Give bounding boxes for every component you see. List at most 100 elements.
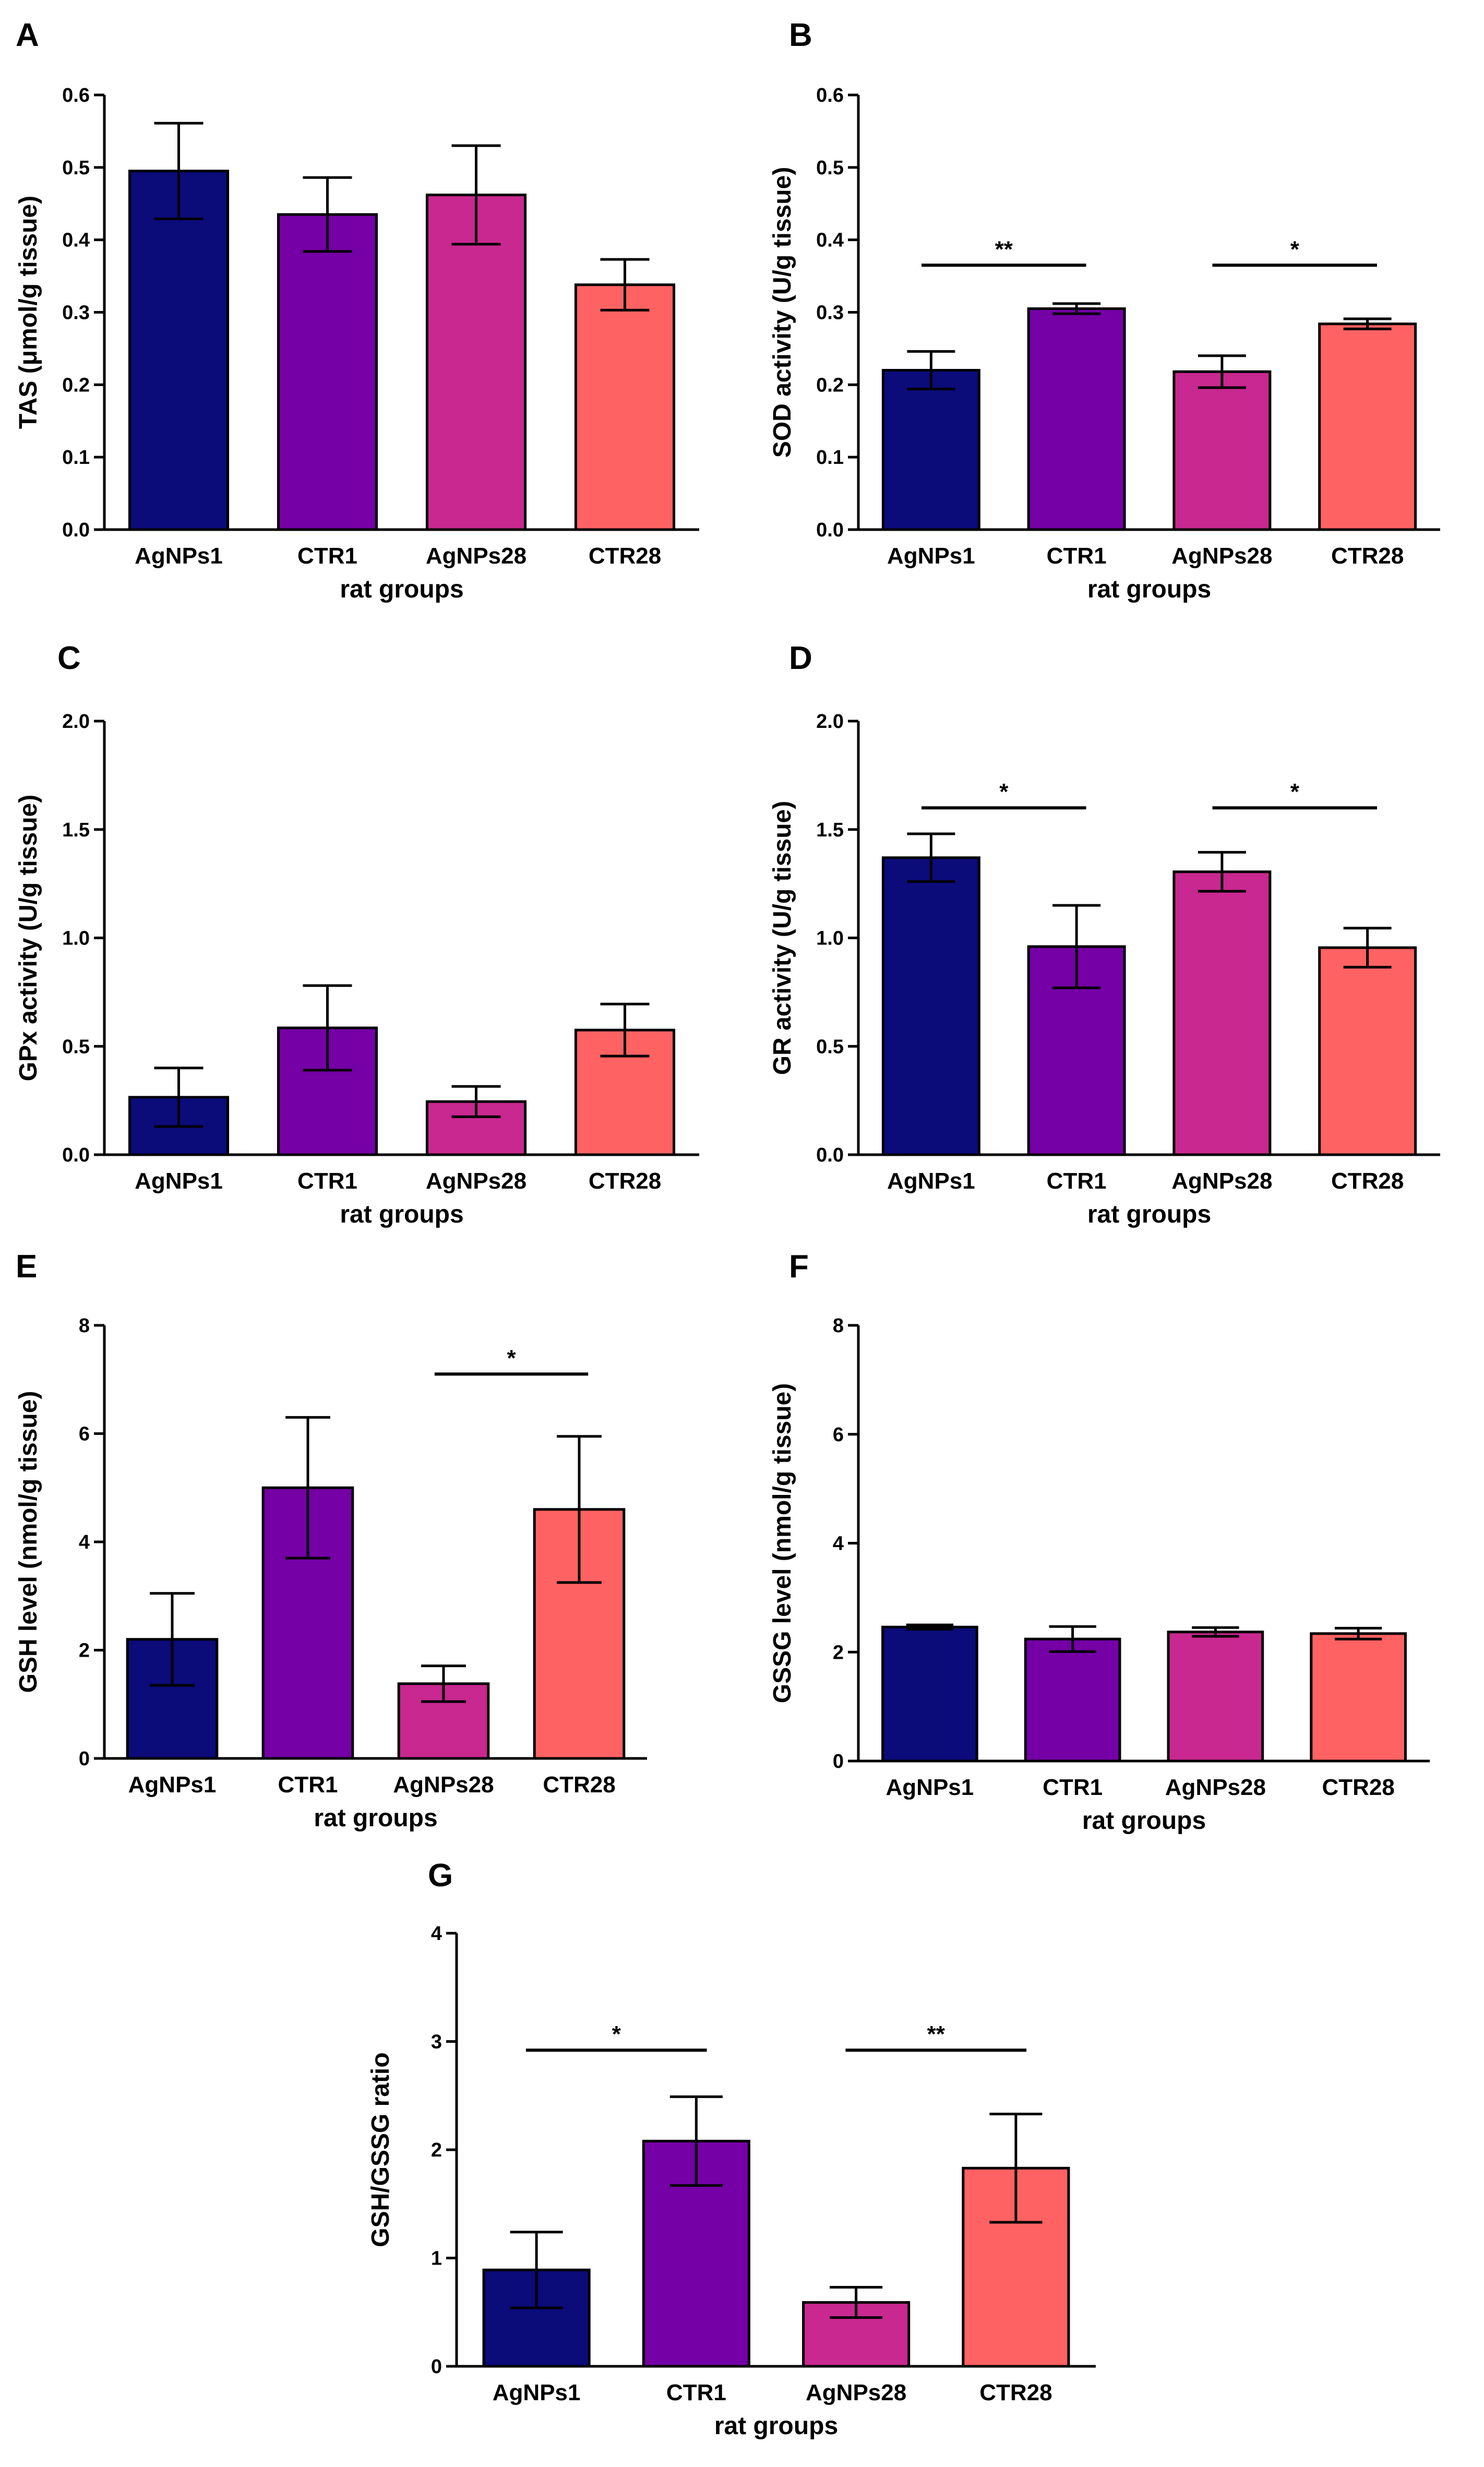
x-tick-label: CTR28: [589, 543, 661, 569]
x-tick-label: AgNPs28: [426, 1168, 526, 1194]
panel-d: D 0.0 0.5 1.0 1.5 2.0 GR activity (U/g tissue)…: [769, 640, 1440, 1228]
bar-ctr1: [277, 213, 378, 531]
panel-letter: G: [428, 1858, 453, 1894]
panel-letter: A: [16, 17, 39, 53]
y-tick-label: 1.5: [816, 819, 844, 841]
y-tick-label: 1.5: [62, 819, 90, 841]
y-tick-label: 0.5: [62, 157, 90, 179]
significance-label: *: [1290, 779, 1300, 805]
y-tick-label: 1: [431, 2248, 442, 2270]
x-axis-title: rat groups: [1087, 576, 1211, 603]
y-tick-label: 0: [431, 2356, 442, 2378]
significance-label: **: [995, 236, 1013, 262]
significance-label: *: [1290, 236, 1300, 262]
y-tick-label: 0.5: [62, 1036, 90, 1058]
panel-letter: E: [16, 1249, 37, 1285]
y-tick-label: 0.0: [816, 519, 844, 541]
y-tick-label: 0.4: [816, 230, 844, 252]
bar-agnps1: [881, 369, 980, 531]
panel-c: C 0.0 0.5 1.0 1.5 2.0 GPx activity (U/g tissue…: [15, 640, 699, 1228]
panel-a: A 0.0 0.1 0.2 0.3 0.4 0.5 0.6 TAS (μmol/g tissue…: [15, 17, 699, 603]
x-tick-label: CTR28: [979, 2380, 1052, 2405]
y-tick-label: 2.0: [62, 711, 90, 733]
y-axis-title: GR activity (U/g tissue): [769, 801, 796, 1075]
panel-e: E 0 2 4 6 8 GSH level (nmol/g tissue) AgNPs1 CTR…: [15, 1249, 647, 1832]
x-axis-title: rat groups: [314, 1804, 437, 1832]
x-tick-label: CTR1: [297, 543, 357, 569]
x-tick-label: CTR28: [1331, 1168, 1404, 1194]
y-tick-label: 4: [833, 1533, 844, 1555]
x-tick-label: CTR28: [589, 1168, 661, 1194]
x-tick-label: AgNPs1: [128, 1772, 217, 1798]
y-tick-label: 0.0: [816, 1144, 844, 1166]
x-tick-label: CTR1: [666, 2380, 726, 2405]
y-tick-label: 0.6: [816, 85, 844, 106]
y-tick-label: 2: [833, 1642, 844, 1663]
y-tick-label: 2.0: [816, 711, 844, 733]
y-tick-label: 4: [431, 1923, 442, 1945]
bar-agnps1: [881, 1625, 978, 1763]
x-tick-label: CTR1: [297, 1168, 357, 1194]
y-tick-label: 1.0: [62, 928, 90, 950]
x-tick-label: AgNPs1: [493, 2380, 581, 2405]
panel-b: B 0.0 0.1 0.2 0.3 0.4 0.5 0.6 SOD activity (U/g …: [769, 17, 1440, 603]
x-axis-title: rat groups: [340, 1201, 463, 1228]
y-tick-label: 0.5: [816, 1036, 844, 1058]
y-tick-label: 0.4: [62, 230, 90, 252]
x-tick-label: AgNPs28: [1171, 1168, 1272, 1194]
x-tick-label: CTR28: [543, 1772, 615, 1798]
bar-agnps28: [1172, 370, 1272, 531]
y-tick-label: 2: [79, 1640, 90, 1662]
panel-g: G 0 1 2 3 4 GSH/GSSG ratio AgNPs1 CTR1 AgNPs28 CTR…: [367, 1858, 1096, 2440]
x-tick-label: AgNPs1: [887, 1168, 975, 1194]
y-tick-label: 1.0: [816, 928, 844, 950]
y-axis-title: SOD activity (U/g tissue): [769, 167, 796, 458]
y-axis-title: GSH level (nmol/g tissue): [15, 1391, 42, 1693]
y-tick-label: 6: [79, 1423, 90, 1445]
bar-agnps1: [128, 170, 230, 531]
x-axis-title: rat groups: [1082, 1807, 1206, 1835]
bar-ctr1: [1027, 307, 1126, 531]
y-tick-label: 0.1: [62, 447, 90, 469]
x-tick-label: AgNPs28: [1165, 1775, 1266, 1800]
bar-ctr28: [1318, 322, 1417, 531]
bar-agnps28: [1172, 870, 1272, 1156]
y-tick-label: 6: [833, 1424, 844, 1446]
significance-label: *: [999, 779, 1009, 805]
x-tick-label: AgNPs1: [887, 543, 975, 569]
panel-letter: B: [789, 17, 812, 53]
y-tick-label: 0.0: [62, 519, 90, 541]
x-axis-title: rat groups: [1087, 1201, 1211, 1228]
y-tick-label: 4: [79, 1531, 90, 1553]
x-tick-label: AgNPs1: [886, 1775, 974, 1800]
y-tick-label: 0.1: [816, 447, 844, 469]
y-tick-label: 0: [833, 1751, 844, 1773]
x-tick-label: CTR1: [1047, 543, 1107, 569]
bar-agnps1: [881, 856, 980, 1156]
y-axis-title: TAS (μmol/g tissue): [15, 196, 42, 429]
y-tick-label: 3: [431, 2031, 442, 2053]
y-tick-label: 0.0: [62, 1144, 90, 1166]
bar-agnps28: [1167, 1631, 1264, 1763]
y-tick-label: 0.5: [816, 157, 844, 179]
x-tick-label: CTR1: [278, 1772, 338, 1798]
x-tick-label: AgNPs28: [426, 543, 526, 569]
x-tick-label: AgNPs1: [135, 543, 223, 569]
x-tick-label: CTR28: [1322, 1775, 1394, 1800]
y-tick-label: 8: [79, 1315, 90, 1337]
bar-ctr28: [1310, 1632, 1407, 1763]
x-axis-title: rat groups: [340, 576, 463, 603]
x-tick-label: CTR1: [1043, 1775, 1103, 1800]
panel-letter: D: [789, 640, 812, 676]
y-axis-title: GPx activity (U/g tissue): [15, 795, 42, 1082]
y-axis-title: GSH/GSSG ratio: [367, 2052, 394, 2247]
significance-label: *: [507, 1345, 516, 1371]
y-tick-label: 0: [79, 1748, 90, 1770]
panel-letter: F: [789, 1249, 809, 1285]
x-tick-label: AgNPs28: [1171, 543, 1272, 569]
y-tick-label: 2: [431, 2139, 442, 2161]
x-axis-title: rat groups: [714, 2412, 838, 2440]
bar-ctr28: [574, 283, 676, 531]
bar-ctr1: [1024, 1637, 1121, 1763]
